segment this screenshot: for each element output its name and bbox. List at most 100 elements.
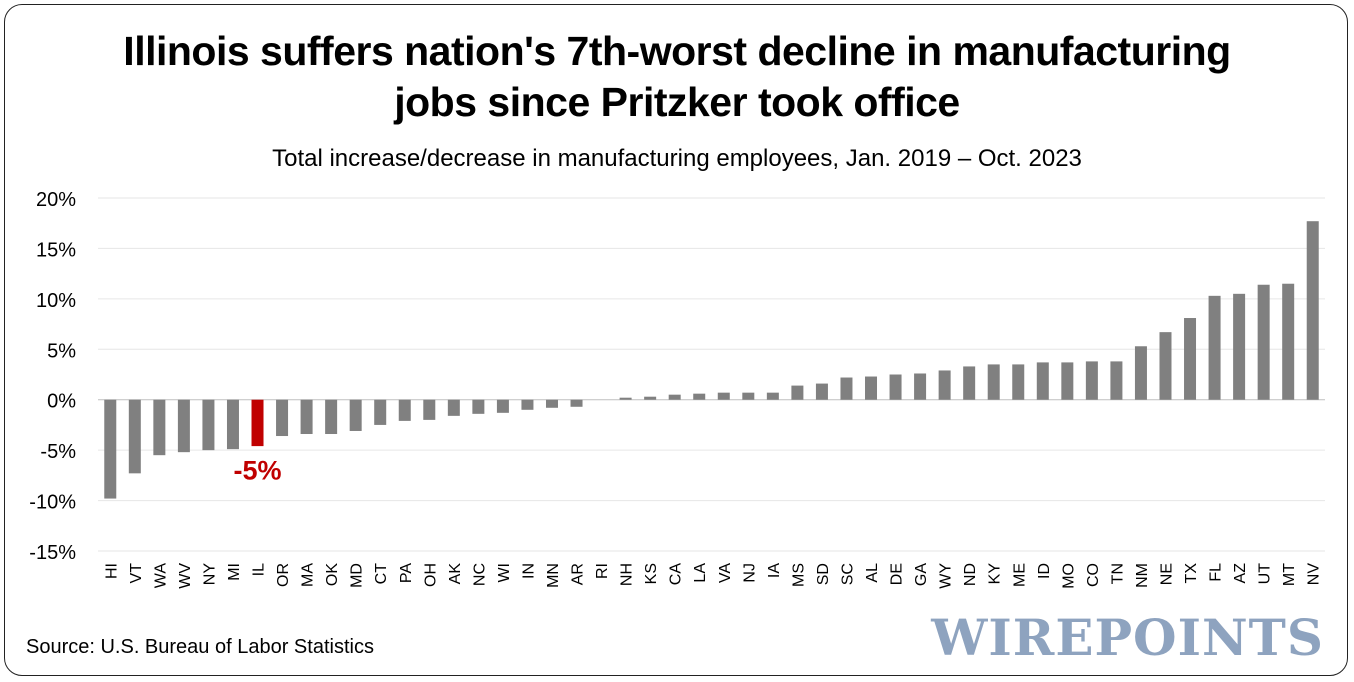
bar-ok: [325, 399, 338, 435]
y-tick-label: 0%: [47, 391, 76, 413]
x-tick-label: OR: [275, 563, 292, 587]
x-tick-label: CA: [668, 563, 685, 586]
x-tick-label: VA: [717, 563, 734, 583]
x-tick-label: AL: [864, 563, 881, 583]
x-tick-label: ND: [962, 563, 979, 586]
x-tick-label: MN: [545, 563, 562, 588]
x-tick-label: PA: [398, 563, 415, 583]
bar-nc: [472, 399, 485, 414]
bar-md: [349, 399, 362, 431]
bar-oh: [423, 399, 436, 420]
x-tick-label: IA: [766, 563, 783, 578]
chart-subtitle: Total increase/decrease in manufacturing…: [272, 145, 1082, 172]
source-note: Source: U.S. Bureau of Labor Statistics: [26, 636, 374, 658]
bar-ne: [1159, 332, 1172, 400]
x-tick-label: FL: [1208, 563, 1225, 582]
x-tick-label: AK: [447, 563, 464, 585]
bar-me: [1012, 364, 1025, 400]
x-tick-label: MT: [1281, 563, 1298, 586]
bar-wa: [153, 399, 166, 456]
x-tick-label: WI: [496, 563, 513, 583]
y-tick-label: -15%: [29, 542, 76, 564]
bar-ak: [447, 399, 460, 416]
x-tick-label: OK: [324, 563, 341, 586]
x-tick-label: MI: [226, 563, 243, 581]
x-tick-label: CO: [1085, 563, 1102, 587]
x-tick-label: NJ: [741, 563, 758, 583]
bar-pa: [398, 399, 411, 421]
title-line-2: jobs since Pritzker took office: [394, 79, 960, 125]
x-tick-label: OH: [422, 563, 439, 587]
x-tick-label: KS: [643, 563, 660, 584]
y-tick-label: 10%: [36, 290, 76, 312]
y-tick-label: 15%: [36, 239, 76, 261]
x-tick-label: NH: [619, 563, 636, 586]
x-tick-label: WA: [152, 563, 169, 589]
bar-il: [251, 399, 264, 447]
x-tick-label: KY: [987, 563, 1004, 585]
title-line-1: Illinois suffers nation's 7th-worst decl…: [123, 28, 1231, 74]
y-tick-label: 20%: [36, 189, 76, 211]
bar-mi: [226, 399, 239, 450]
x-tick-label: NY: [201, 563, 218, 586]
bar-ct: [374, 399, 387, 425]
bar-va: [717, 392, 730, 400]
bar-id: [1036, 362, 1049, 400]
bar-nm: [1134, 346, 1147, 400]
chart-title: Illinois suffers nation's 7th-worst decl…: [0, 26, 1354, 128]
bar-co: [1085, 361, 1098, 400]
x-tick-label: GA: [913, 563, 930, 586]
x-tick-label: IL: [251, 563, 268, 576]
chart-frame: [4, 4, 1348, 676]
bar-or: [276, 399, 289, 437]
x-tick-label: NC: [471, 563, 488, 586]
x-tick-label: VT: [128, 563, 145, 584]
x-tick-label: LA: [692, 563, 709, 583]
x-tick-label: SC: [839, 563, 856, 585]
bar-ky: [987, 364, 1000, 400]
bar-wy: [938, 370, 951, 400]
y-tick-label: -5%: [40, 441, 76, 463]
x-tick-label: TX: [1183, 563, 1200, 584]
data-label-il: -5%: [234, 455, 282, 485]
x-tick-label: MO: [1060, 563, 1077, 589]
bar-nv: [1306, 221, 1319, 400]
x-tick-label: HI: [103, 563, 120, 579]
bar-tn: [1110, 361, 1123, 400]
x-tick-label: ID: [1036, 563, 1053, 579]
bar-la: [693, 393, 706, 400]
bar-de: [889, 374, 902, 400]
x-tick-label: MD: [349, 563, 366, 588]
x-tick-label: UT: [1257, 563, 1274, 585]
x-tick-label: NM: [1134, 563, 1151, 588]
bar-tx: [1184, 318, 1197, 400]
x-tick-label: NV: [1306, 563, 1323, 586]
wirepoints-logo: WIREPOINTS: [931, 608, 1324, 667]
x-tick-label: DE: [889, 563, 906, 585]
bar-mo: [1061, 362, 1074, 400]
bar-sc: [840, 377, 853, 400]
bar-ma: [300, 399, 313, 435]
bar-mt: [1282, 283, 1295, 400]
bar-ia: [766, 392, 779, 400]
x-tick-label: IN: [520, 563, 537, 579]
y-tick-label: 5%: [47, 340, 76, 362]
bar-ks: [644, 396, 657, 400]
x-tick-label: WY: [938, 563, 955, 589]
bar-in: [521, 399, 534, 410]
x-tick-label: MA: [300, 563, 317, 587]
bar-ca: [668, 394, 681, 400]
bar-az: [1233, 293, 1246, 400]
x-tick-label: MS: [790, 563, 807, 587]
bar-ga: [914, 373, 927, 400]
bar-fl: [1208, 295, 1221, 400]
bar-nh: [619, 397, 632, 400]
bar-wv: [177, 399, 190, 453]
x-tick-label: CT: [373, 563, 390, 585]
x-tick-label: TN: [1109, 563, 1126, 584]
x-tick-label: RI: [594, 563, 611, 579]
x-tick-label: AR: [570, 563, 587, 585]
x-tick-label: ME: [1011, 563, 1028, 587]
bar-ar: [570, 399, 583, 407]
bar-al: [865, 376, 878, 400]
